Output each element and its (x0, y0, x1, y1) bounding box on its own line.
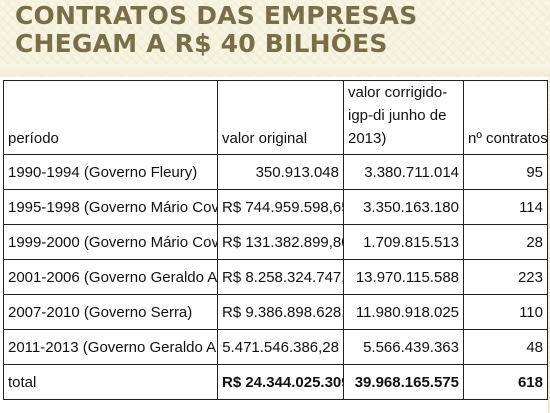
cell-total-original-value: R$ 24.344.025.309,29 (217, 364, 344, 400)
cell-original-value: R$ 131.382.899,80 (217, 224, 344, 260)
cell-corrected-value: 11.980.918.025 (343, 294, 464, 330)
cell-original-value: R$ 744.959.598,65 (217, 189, 344, 225)
cell-total-label: total (3, 364, 218, 400)
table-row: 1990-1994 (Governo Fleury) 350.913.048 3… (3, 154, 548, 190)
cell-contract-count: 48 (463, 329, 548, 365)
cell-period: 1990-1994 (Governo Fleury) (3, 154, 218, 190)
header-original-value: valor original (217, 80, 344, 155)
cell-total-contract-count: 618 (463, 364, 548, 400)
table-row: 2007-2010 (Governo Serra) R$ 9.386.898.6… (3, 294, 548, 330)
cell-corrected-value: 3.380.711.014 (343, 154, 464, 190)
cell-contract-count: 223 (463, 259, 548, 295)
header-contract-count: nº contratos (463, 80, 548, 155)
cell-total-corrected-value: 39.968.165.575 (343, 364, 464, 400)
cell-original-value: R$ 8.258.324.747,75 (217, 259, 344, 295)
slide-title: CONTRATOS DAS EMPRESAS CHEGAM A R$ 40 BI… (15, 1, 418, 58)
cell-contract-count: 28 (463, 224, 548, 260)
cell-original-value: R$ 9.386.898.628,55 (217, 294, 344, 330)
cell-contract-count: 114 (463, 189, 548, 225)
cell-corrected-value: 13.970.115.588 (343, 259, 464, 295)
cell-period: 2007-2010 (Governo Serra) (3, 294, 218, 330)
header-period: período (3, 80, 218, 155)
cell-contract-count: 95 (463, 154, 548, 190)
table-total-row: total R$ 24.344.025.309,29 39.968.165.57… (3, 364, 548, 400)
table-row: 1995-1998 (Governo Mário Covas) R$ 744.9… (3, 189, 548, 225)
header-corrected-value: valor corrigido-igp-di junho de 2013) (343, 80, 464, 155)
table-row: 1999-2000 (Governo Mário Covas) R$ 131.3… (3, 224, 548, 260)
cell-original-value: 5.471.546.386,28 (217, 329, 344, 365)
cell-corrected-value: 1.709.815.513 (343, 224, 464, 260)
cell-corrected-value: 5.566.439.363 (343, 329, 464, 365)
title-divider (0, 64, 550, 76)
table-header-row: período valor original valor corrigido-i… (3, 80, 548, 155)
cell-period: 2001-2006 (Governo Geraldo Alckmin) (3, 259, 218, 295)
cell-contract-count: 110 (463, 294, 548, 330)
cell-period: 2011-2013 (Governo Geraldo Alckmin) (3, 329, 218, 365)
cell-period: 1995-1998 (Governo Mário Covas) (3, 189, 218, 225)
table-row: 2011-2013 (Governo Geraldo Alckmin) 5.47… (3, 329, 548, 365)
cell-original-value: 350.913.048 (217, 154, 344, 190)
contracts-table: período valor original valor corrigido-i… (3, 80, 548, 400)
contracts-table-panel: período valor original valor corrigido-i… (0, 77, 548, 413)
cell-corrected-value: 3.350.163.180 (343, 189, 464, 225)
table-row: 2001-2006 (Governo Geraldo Alckmin) R$ 8… (3, 259, 548, 295)
cell-period: 1999-2000 (Governo Mário Covas) (3, 224, 218, 260)
